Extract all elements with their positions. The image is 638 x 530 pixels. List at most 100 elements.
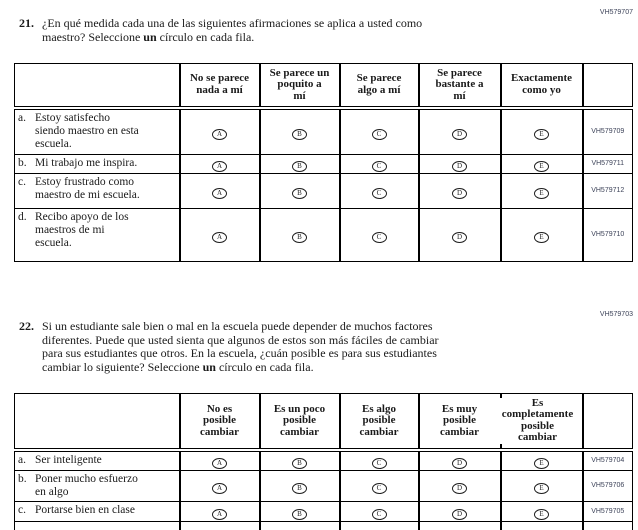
row-letter: c. — [18, 176, 26, 188]
table-row-partial — [14, 521, 633, 530]
bubble-cell: A — [179, 501, 261, 522]
bubble-cell: E — [500, 154, 584, 174]
row-code — [582, 521, 633, 530]
row-label: Mi trabajo me inspira. — [35, 157, 138, 169]
answer-bubble-c[interactable]: C — [371, 232, 387, 243]
answer-bubble-c[interactable]: C — [371, 508, 387, 520]
column-header-4: Se parece bastante a mí — [418, 63, 502, 110]
question-21-text-segment: ¿En qué medida cada una de las siguiente… — [42, 16, 423, 44]
row-letter: b. — [18, 157, 27, 169]
bubble-cell: C — [339, 208, 420, 262]
row-code: VH579711 — [582, 154, 633, 174]
bubble-cell — [339, 521, 420, 530]
row-code: VH579710 — [582, 208, 633, 262]
row-label-cell: a. Estoy satisfecho siendo maestro en est… — [14, 107, 181, 155]
table-row-b: b. Poner mucho esfuerzo en algo A B C D E… — [14, 470, 633, 502]
answer-bubble-d[interactable]: D — [452, 188, 467, 199]
row-label-cell: b. Poner mucho esfuerzo en algo — [14, 470, 181, 502]
bubble-cell: B — [259, 173, 341, 209]
answer-bubble-c[interactable]: C — [371, 188, 387, 199]
row-letter: b. — [18, 473, 27, 485]
row-label-cell: b. Mi trabajo me inspira. — [14, 154, 181, 174]
question-21-response-table: No se parece nada a mí Se parece un poqu… — [14, 63, 633, 262]
bubble-cell: A — [179, 449, 261, 471]
question-22-text-segment: Si un estudiante sale bien o mal en la e… — [42, 319, 439, 374]
question-21-accession-code: VH579707 — [599, 9, 633, 16]
answer-bubble-b[interactable]: B — [292, 161, 307, 172]
bubble-cell: C — [339, 501, 420, 522]
answer-bubble-a[interactable]: A — [212, 483, 227, 494]
answer-bubble-a[interactable]: A — [212, 161, 227, 172]
row-label: Poner mucho esfuerzo en algo — [35, 473, 138, 498]
column-header-3: Se parece algo a mí — [339, 63, 420, 110]
answer-bubble-c[interactable]: C — [371, 483, 387, 494]
answer-bubble-a[interactable]: A — [212, 128, 227, 140]
answer-bubble-c[interactable]: C — [371, 457, 387, 469]
answer-bubble-d[interactable]: D — [452, 508, 467, 520]
bubble-cell: A — [179, 154, 261, 174]
answer-bubble-e[interactable]: E — [534, 508, 549, 520]
bubble-cell: C — [339, 470, 420, 502]
answer-bubble-d[interactable]: D — [452, 161, 467, 172]
column-header-1: No se parece nada a mí — [179, 63, 261, 110]
bubble-cell: E — [500, 501, 584, 522]
bubble-cell: D — [418, 107, 502, 155]
column-header-3: Es algo posible cambiar — [339, 393, 420, 452]
table-row-a: a. Estoy satisfecho siendo maestro en est… — [14, 107, 633, 155]
bubble-cell: C — [339, 154, 420, 174]
answer-bubble-d[interactable]: D — [452, 457, 467, 469]
bubble-cell: D — [418, 173, 502, 209]
question-21: 21. ¿En qué medida cada una de las siguie… — [19, 16, 562, 44]
question-21-number: 21. — [19, 16, 34, 30]
answer-bubble-e[interactable]: E — [534, 161, 549, 172]
answer-bubble-e[interactable]: E — [534, 128, 549, 140]
question-22-number: 22. — [19, 319, 34, 333]
row-label: Ser inteligente — [35, 453, 102, 466]
row-code: VH579712 — [582, 173, 633, 209]
answer-bubble-c[interactable]: C — [371, 128, 387, 140]
question-22-text-segment: círculo en cada fila. — [215, 359, 314, 374]
answer-bubble-b[interactable]: B — [292, 483, 307, 494]
answer-bubble-e[interactable]: E — [534, 483, 549, 494]
question-22-text: Si un estudiante sale bien o mal en la e… — [42, 319, 562, 374]
answer-bubble-b[interactable]: B — [292, 128, 307, 140]
answer-bubble-a[interactable]: A — [212, 457, 227, 469]
row-label: Recibo apoyo de los maestros de mi escue… — [35, 211, 129, 249]
answer-bubble-b[interactable]: B — [292, 188, 307, 199]
code-column-header — [582, 393, 633, 452]
row-label: Estoy satisfecho siendo maestro en esta … — [35, 111, 139, 150]
answer-bubble-a[interactable]: A — [212, 508, 227, 520]
table-row-b: b. Mi trabajo me inspira. A B C D E VH579… — [14, 154, 633, 174]
answer-bubble-d[interactable]: D — [452, 128, 467, 140]
answer-bubble-d[interactable]: D — [452, 483, 467, 494]
row-label: Estoy frustrado como maestro de mi escue… — [35, 176, 140, 201]
table-corner-cell — [14, 393, 181, 452]
row-label-cell: c. Estoy frustrado como maestro de mi esc… — [14, 173, 181, 209]
question-21-text-bold: un — [143, 29, 157, 44]
bubble-cell: E — [500, 449, 584, 471]
bubble-cell: D — [418, 208, 502, 262]
bubble-cell: E — [500, 173, 584, 209]
question-22-response-table: No es posible cambiar Es un poco posible… — [14, 393, 633, 530]
header-row: No se parece nada a mí Se parece un poqu… — [14, 63, 633, 110]
answer-bubble-e[interactable]: E — [534, 457, 549, 469]
bubble-cell: A — [179, 470, 261, 502]
table-row-d: d. Recibo apoyo de los maestros de mi esc… — [14, 208, 633, 262]
answer-bubble-e[interactable]: E — [534, 188, 549, 199]
answer-bubble-b[interactable]: B — [292, 508, 307, 520]
answer-bubble-a[interactable]: A — [212, 188, 227, 199]
header-row: No es posible cambiar Es un poco posible… — [14, 393, 633, 452]
answer-bubble-c[interactable]: C — [371, 161, 387, 172]
answer-bubble-e[interactable]: E — [534, 232, 549, 243]
row-code: VH579704 — [582, 449, 633, 471]
question-22-accession-code: VH579703 — [599, 311, 633, 318]
answer-bubble-b[interactable]: B — [292, 457, 307, 469]
answer-bubble-d[interactable]: D — [452, 232, 467, 243]
column-header-1: No es posible cambiar — [179, 393, 261, 452]
answer-bubble-b[interactable]: B — [292, 232, 307, 243]
answer-bubble-a[interactable]: A — [212, 232, 227, 243]
row-label-cell: a. Ser inteligente — [14, 449, 181, 471]
table-row-a: a. Ser inteligente A B C D E VH579704 — [14, 449, 633, 471]
row-label: Portarse bien en clase — [35, 504, 135, 516]
